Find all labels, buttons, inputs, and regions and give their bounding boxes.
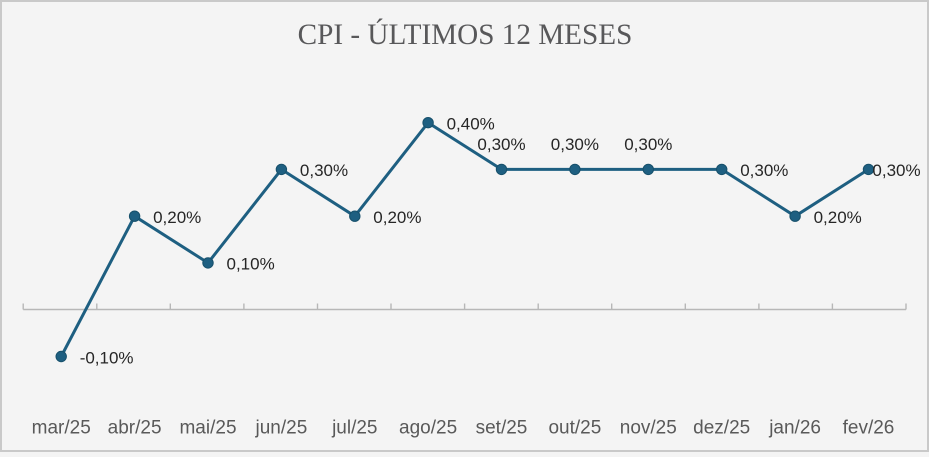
svg-text:0,10%: 0,10%	[227, 255, 275, 274]
svg-text:0,20%: 0,20%	[373, 208, 421, 227]
svg-text:mar/25: mar/25	[32, 418, 91, 439]
svg-text:fev/26: fev/26	[843, 418, 895, 439]
svg-text:-0,10%: -0,10%	[80, 348, 134, 367]
svg-text:0,20%: 0,20%	[153, 208, 201, 227]
svg-text:nov/25: nov/25	[620, 418, 677, 439]
svg-text:jun/25: jun/25	[255, 418, 308, 439]
svg-text:mai/25: mai/25	[179, 418, 236, 439]
svg-text:abr/25: abr/25	[108, 418, 162, 439]
svg-text:0,30%: 0,30%	[872, 161, 920, 180]
svg-text:jul/25: jul/25	[331, 418, 377, 439]
svg-text:0,30%: 0,30%	[551, 135, 599, 154]
svg-text:CPI - ÚLTIMOS 12 MESES: CPI - ÚLTIMOS 12 MESES	[298, 18, 633, 51]
svg-text:0,30%: 0,30%	[300, 161, 348, 180]
svg-text:jan/26: jan/26	[768, 418, 821, 439]
svg-text:0,30%: 0,30%	[624, 135, 672, 154]
svg-text:0,40%: 0,40%	[447, 115, 495, 134]
svg-text:ago/25: ago/25	[399, 418, 457, 439]
svg-text:dez/25: dez/25	[693, 418, 750, 439]
svg-text:0,30%: 0,30%	[740, 161, 788, 180]
svg-text:0,20%: 0,20%	[814, 208, 862, 227]
svg-text:0,30%: 0,30%	[477, 135, 525, 154]
svg-text:set/25: set/25	[476, 418, 528, 439]
svg-text:out/25: out/25	[548, 418, 601, 439]
